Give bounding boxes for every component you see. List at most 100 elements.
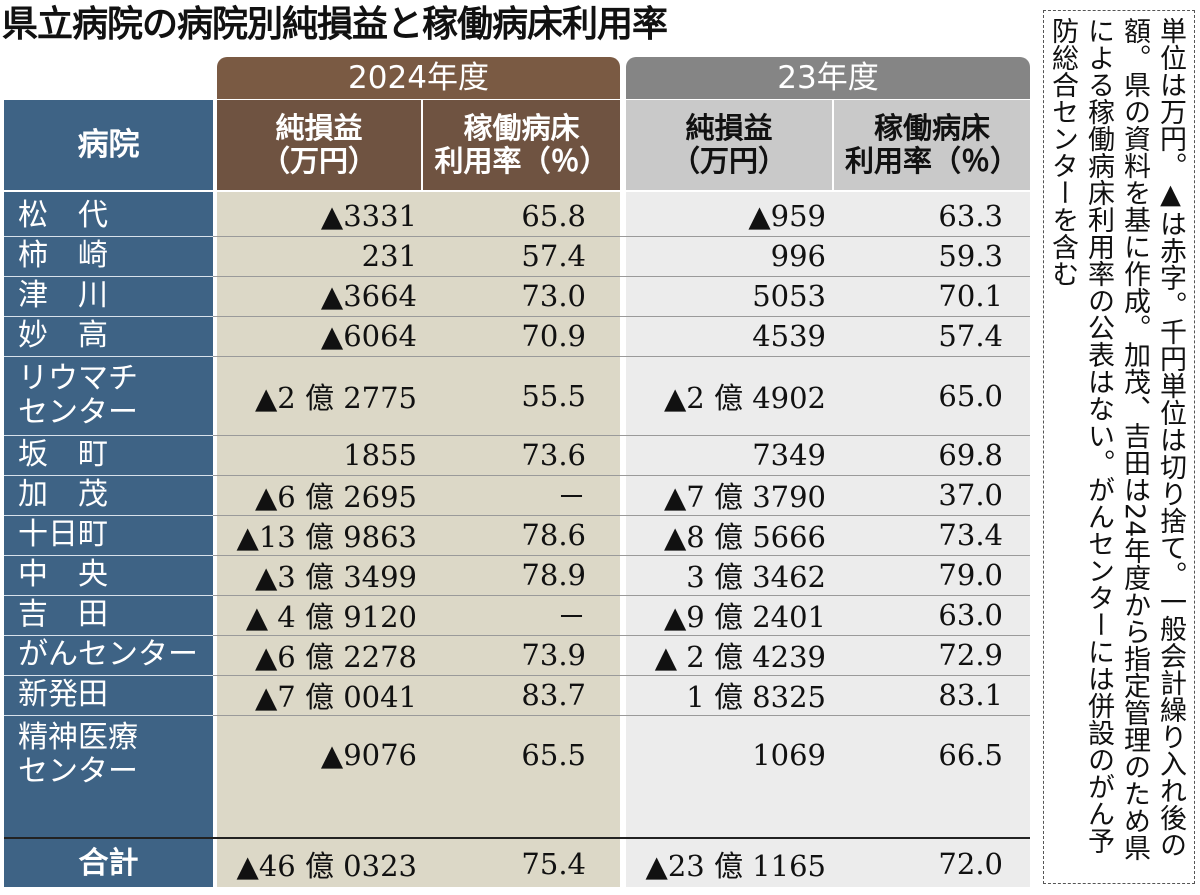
bed-rate-2023: 83.1 (938, 678, 1003, 712)
bed-rate-2023: 57.4 (938, 319, 1003, 353)
bed-rate-2023: 65.0 (938, 378, 1003, 413)
header-net-line1: 純損益 (685, 111, 773, 145)
row-divider (4, 675, 1030, 676)
hospital-name-line1: 柿 崎 (18, 238, 108, 273)
bed-rate-2024: 55.5 (521, 378, 586, 413)
bed-rate-2023: 59.3 (938, 239, 1003, 273)
row-divider (4, 435, 1030, 436)
hospital-name-line1: 新発田 (18, 677, 108, 712)
bed-rate-2024: 73.0 (521, 279, 586, 313)
hospital-name: 妙 高 (4, 316, 213, 356)
footnote-text: 単位は万円。▲は赤字。千円単位は切り捨て。一般会計繰り入れ後の額。県の資料を基に… (1047, 17, 1186, 862)
net-income-2023: 7349 (752, 438, 826, 472)
row-divider-name (4, 475, 213, 476)
bed-rate-2024: 83.7 (521, 678, 586, 712)
net-income-2023: ▲7 億 3790 (664, 480, 826, 514)
total-rate-2024: 75.4 (521, 846, 586, 881)
net-income-2023: 5053 (752, 279, 826, 313)
row-divider (4, 276, 1030, 277)
header-rate-line2: 利用率（％） (434, 144, 609, 178)
bed-rate-2024: 65.5 (521, 737, 586, 772)
net-income-2023: 3 億 3462 (686, 560, 826, 594)
row-divider (4, 555, 1030, 556)
bed-rate-2023: 72.9 (938, 638, 1003, 672)
net-income-2024: ▲3664 (320, 279, 417, 313)
hospital-name: リウマチ センター (4, 356, 213, 435)
row-divider-name (4, 595, 213, 596)
row-divider-name (4, 435, 213, 436)
group-header-2023: 23年度 (626, 57, 1030, 99)
header-rate-line1: 稼働病床 (463, 111, 580, 145)
bed-rate-2023: 79.0 (938, 558, 1003, 592)
row-divider (4, 715, 1030, 716)
row-divider (4, 595, 1030, 596)
bed-rate-2024: 78.9 (521, 558, 586, 592)
row-divider (4, 316, 1030, 317)
header-net-line2: （万円） (670, 144, 787, 178)
net-income-2023: 1069 (752, 737, 826, 772)
net-income-2024: ▲6 億 2695 (255, 480, 417, 514)
hospital-name-line1: リウマチ (18, 360, 138, 396)
hospital-name: 十日町 (4, 515, 213, 555)
hospital-name: 吉 田 (4, 595, 213, 635)
footnote-box: 単位は万円。▲は赤字。千円単位は切り捨て。一般会計繰り入れ後の額。県の資料を基に… (1043, 10, 1195, 884)
hospital-name-line1: 十日町 (18, 517, 108, 552)
net-income-2023: ▲959 (748, 199, 826, 233)
net-income-2024: ▲ 4 億 9120 (245, 600, 417, 634)
net-income-2023: ▲2 億 4902 (664, 380, 826, 415)
table-row: 新発田 ▲7 億 0041 83.7 1 億 8325 83.1 (0, 675, 1030, 715)
bed-rate-2023: 70.1 (938, 279, 1003, 313)
hospital-name: 加 茂 (4, 475, 213, 515)
column-header-rate-2024: 稼働病床 利用率（％） (423, 100, 620, 190)
row-divider (4, 236, 1030, 237)
row-divider (4, 475, 1030, 476)
row-divider-name (4, 555, 213, 556)
row-divider-name (4, 675, 213, 676)
bed-rate-2024: 73.6 (521, 438, 586, 472)
net-income-2023: 1 億 8325 (686, 680, 826, 714)
bed-rate-2024: 70.9 (521, 319, 586, 353)
column-header-net-2023: 純損益 （万円） (626, 100, 832, 190)
table-row: 吉 田 ▲ 4 億 9120 － ▲9 億 2401 63.0 (0, 595, 1030, 635)
hospital-name: 精神医療 センター (4, 715, 213, 794)
net-income-2024: ▲13 億 9863 (236, 520, 417, 554)
hospital-name: 新発田 (4, 675, 213, 715)
net-income-2023: ▲9 億 2401 (664, 600, 826, 634)
hospital-name: 柿 崎 (4, 236, 213, 276)
bed-rate-2024: 57.4 (521, 239, 586, 273)
hospital-name-line1: 坂 町 (18, 437, 108, 472)
total-separator (4, 837, 1030, 839)
hospital-name: 津 川 (4, 276, 213, 316)
net-income-2024: ▲7 億 0041 (255, 680, 417, 714)
header-net-line1: 純損益 (275, 111, 363, 145)
bed-rate-2024: 73.9 (521, 638, 586, 672)
fy2023-column-background (626, 192, 1030, 887)
header-rate-line1: 稼働病床 (873, 111, 990, 145)
row-divider-name (4, 316, 213, 317)
row-divider-name (4, 356, 213, 357)
total-label: 合計 (78, 845, 139, 881)
bed-rate-2024: － (556, 600, 586, 634)
bed-rate-2023: 37.0 (938, 478, 1003, 512)
hospital-name-line1: 妙 高 (18, 318, 108, 353)
net-income-2023: 4539 (752, 319, 826, 353)
table-row: 中 央 ▲3 億 3499 78.9 3 億 3462 79.0 (0, 555, 1030, 595)
header-net-line2: （万円） (260, 144, 377, 178)
hospital-name-line1: 中 央 (18, 557, 108, 592)
hospital-name: 松 代 (4, 196, 213, 236)
total-net-2023: ▲23 億 1165 (645, 848, 826, 883)
hospital-name-line1: 精神医療 (18, 719, 138, 755)
total-rate-2023: 72.0 (938, 846, 1003, 881)
column-header-hospital-label: 病院 (77, 126, 140, 163)
page-title: 県立病院の病院別純損益と稼働病床利用率 (2, 4, 668, 45)
row-divider (4, 515, 1030, 516)
hospital-name-line1: 津 川 (18, 278, 108, 313)
bed-rate-2024: － (556, 480, 586, 514)
net-income-2024: ▲3 億 3499 (255, 560, 417, 594)
column-header-rate-2023: 稼働病床 利用率（％） (834, 100, 1030, 190)
net-income-2024: ▲2 億 2775 (255, 380, 417, 415)
table-row: 妙 高 ▲6064 70.9 4539 57.4 (0, 316, 1030, 356)
hospital-name: がんセンター (4, 635, 213, 675)
bed-rate-2023: 63.0 (938, 598, 1003, 632)
bed-rate-2023: 73.4 (938, 518, 1003, 552)
